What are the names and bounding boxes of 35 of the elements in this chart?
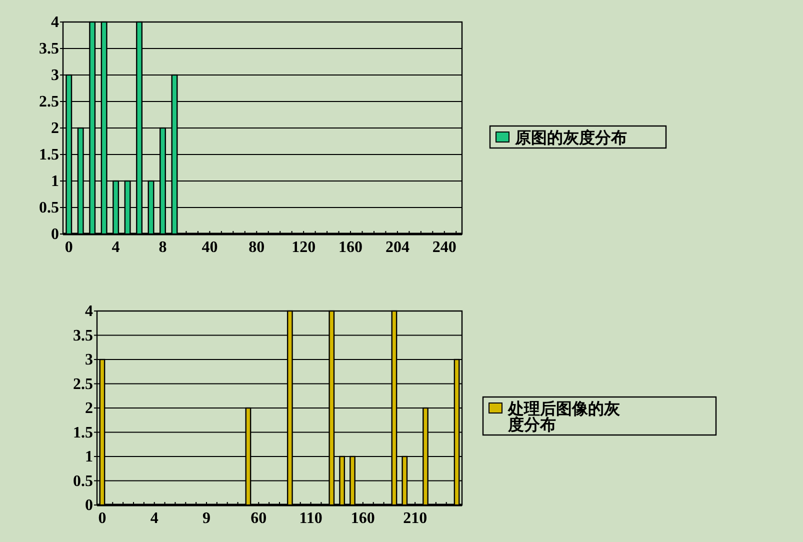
y-tick-label: 2	[85, 400, 93, 417]
x-tick-label: 4	[112, 239, 120, 256]
y-tick-label: 3	[51, 67, 59, 84]
x-tick-label: 210	[403, 510, 428, 527]
legend-label: 原图的灰度分布	[514, 128, 627, 147]
y-tick-label: 1.5	[39, 146, 59, 164]
x-tick-label: 120	[292, 239, 316, 256]
x-tick-label: 9	[202, 510, 210, 527]
y-tick-label: 3	[85, 352, 93, 368]
y-tick-label: 4	[51, 14, 59, 31]
y-tick-label: 1	[51, 173, 59, 190]
y-tick-label: 1	[85, 448, 93, 466]
x-tick-label: 160	[338, 239, 363, 256]
y-tick-label: 4	[85, 303, 93, 320]
x-tick-label: 110	[299, 510, 322, 527]
y-tick-label: 3.5	[39, 40, 59, 58]
x-tick-label: 40	[202, 239, 218, 256]
y-tick-label: 3.5	[73, 327, 93, 344]
x-tick-label: 0	[98, 510, 106, 527]
legend-label: 处理后图像的灰度分布	[507, 400, 621, 434]
y-tick-label: 1.5	[73, 424, 93, 442]
x-tick-label: 80	[248, 239, 265, 256]
x-tick-label: 60	[250, 510, 267, 527]
y-tick-label: 2	[51, 120, 59, 137]
x-tick-label: 204	[385, 239, 410, 256]
x-tick-label: 160	[350, 510, 375, 527]
x-tick-label: 8	[158, 239, 167, 256]
y-tick-label: 0	[51, 226, 59, 243]
y-tick-label: 0.5	[73, 472, 93, 490]
y-tick-label: 0	[85, 497, 93, 514]
y-tick-label: 2.5	[39, 94, 59, 110]
x-tick-label: 4	[150, 510, 158, 527]
y-tick-label: 2.5	[73, 376, 93, 393]
y-tick-label: 0.5	[39, 200, 59, 216]
x-tick-label: 240	[432, 239, 456, 256]
